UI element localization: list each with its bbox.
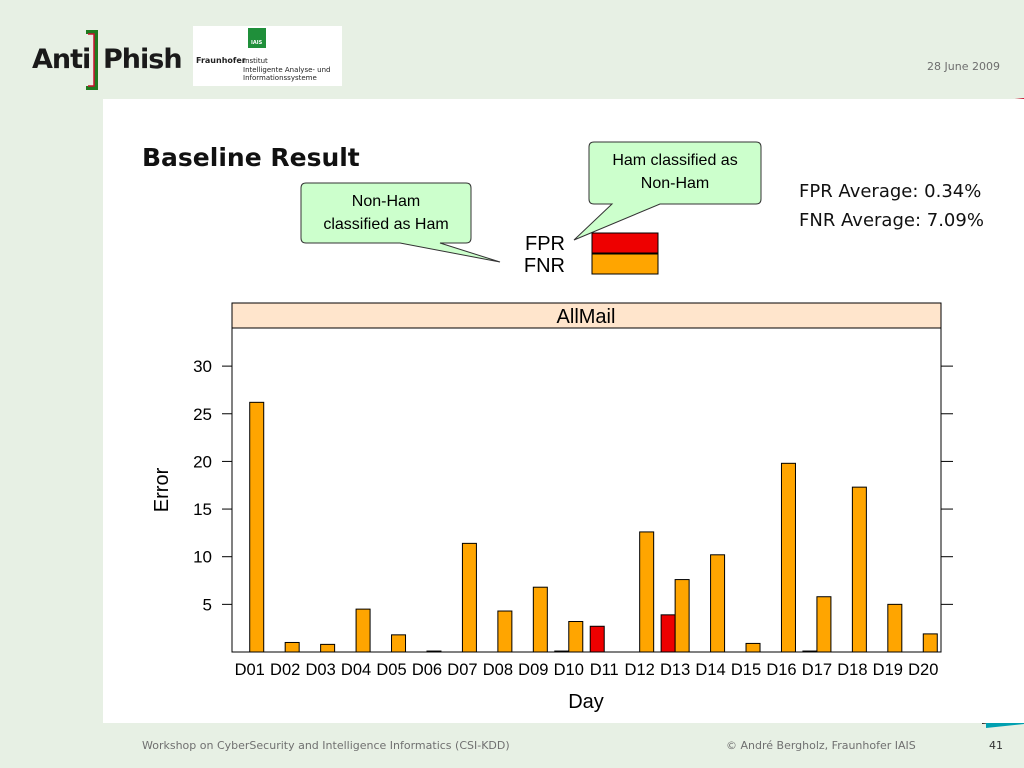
plot-frame bbox=[231, 327, 942, 653]
fraunhofer-mark-label: IAIS bbox=[251, 40, 263, 46]
x-tick-label: D09 bbox=[518, 661, 548, 679]
fraunhofer-logo: IAIS Fraunhofer Institut Intelligente An… bbox=[193, 26, 342, 86]
callouts: Ham classified as Non-Ham Non-Ham classi… bbox=[300, 141, 762, 277]
x-tick-label: D12 bbox=[625, 661, 655, 679]
x-tick-label: D16 bbox=[766, 661, 796, 679]
bar-fnr-d09 bbox=[532, 586, 548, 653]
x-tick-label: D18 bbox=[837, 661, 867, 679]
x-tick-label: D19 bbox=[873, 661, 903, 679]
footer-workshop: Workshop on CyberSecurity and Intelligen… bbox=[142, 739, 510, 752]
bar-fnr-d04 bbox=[355, 608, 371, 653]
fraunhofer-institute: Institut Intelligente Analyse- und Infor… bbox=[243, 57, 331, 82]
fpr-average: FPR Average: 0.34% bbox=[799, 181, 982, 202]
logo-anti-text: Anti bbox=[32, 44, 91, 75]
bar-fpr-d17 bbox=[802, 650, 818, 653]
bar-fnr-d02 bbox=[284, 641, 300, 653]
bar-fpr-d11 bbox=[589, 625, 605, 653]
callout-ham-line1: Ham classified as bbox=[612, 152, 737, 169]
bar-fnr-d01 bbox=[249, 401, 265, 653]
logo-bracket-icon bbox=[86, 30, 98, 90]
bar-fnr-d17 bbox=[816, 596, 832, 653]
bar-fpr-d13 bbox=[660, 614, 676, 653]
callout-nonham-bubble bbox=[300, 182, 501, 263]
y-tick-label: 10 bbox=[193, 548, 212, 567]
x-tick-label: D07 bbox=[447, 661, 477, 679]
fraunhofer-name: Fraunhofer bbox=[196, 56, 246, 65]
bar-fnr-d12 bbox=[639, 531, 655, 653]
legend-fpr-label: FPR bbox=[525, 233, 565, 255]
callout-nonham-line2: classified as Ham bbox=[323, 216, 448, 233]
bar-fnr-d13 bbox=[674, 579, 690, 653]
callout-ham-bubble bbox=[573, 141, 762, 241]
bar-fnr-d20 bbox=[922, 633, 938, 653]
chart-title: AllMail bbox=[557, 306, 616, 328]
y-tick-label: 25 bbox=[193, 405, 212, 424]
slide-date: 28 June 2009 bbox=[927, 60, 1000, 73]
bar-fnr-d07 bbox=[461, 542, 477, 653]
y-tick-label: 30 bbox=[193, 357, 212, 376]
bar-fnr-d03 bbox=[320, 643, 336, 653]
callout-ham-line2: Non-Ham bbox=[641, 175, 709, 192]
legend-fnr-swatch bbox=[591, 253, 659, 275]
logo-phish-text: Phish bbox=[103, 44, 183, 75]
bar-fnr-d14 bbox=[710, 554, 726, 653]
x-axis-label: Day bbox=[568, 691, 604, 713]
chart-strip bbox=[231, 302, 942, 329]
callout-nonham-line1: Non-Ham bbox=[352, 193, 420, 210]
y-axis-label: Error bbox=[151, 467, 173, 512]
bar-fpr-d10 bbox=[554, 650, 570, 653]
footer-copyright: © André Bergholz, Fraunhofer IAIS bbox=[726, 739, 916, 752]
legend-fnr-label: FNR bbox=[524, 255, 565, 277]
bar-fnr-d16 bbox=[780, 462, 796, 653]
page-number: 41 bbox=[989, 739, 1003, 752]
x-tick-label: D17 bbox=[802, 661, 832, 679]
x-tick-label: D06 bbox=[412, 661, 442, 679]
bar-fnr-d15 bbox=[745, 642, 761, 653]
x-tick-label: D20 bbox=[908, 661, 938, 679]
x-tick-label: D08 bbox=[483, 661, 513, 679]
fnr-average: FNR Average: 7.09% bbox=[799, 210, 984, 231]
legend-fpr-swatch bbox=[591, 232, 659, 254]
bar-fnr-d05 bbox=[391, 634, 407, 653]
slide-title: Baseline Result bbox=[142, 143, 360, 172]
x-tick-label: D05 bbox=[376, 661, 406, 679]
bar-fnr-d08 bbox=[497, 610, 513, 653]
bar-fnr-d10 bbox=[568, 621, 584, 653]
x-tick-label: D01 bbox=[235, 661, 265, 679]
x-tick-label: D02 bbox=[270, 661, 300, 679]
x-tick-label: D15 bbox=[731, 661, 761, 679]
x-tick-label: D03 bbox=[305, 661, 335, 679]
fraunhofer-mark-icon bbox=[248, 28, 266, 48]
bar-fnr-d18 bbox=[851, 486, 867, 653]
bar-fnr-d06 bbox=[426, 650, 442, 653]
bar-fnr-d19 bbox=[887, 603, 903, 653]
x-tick-label: D13 bbox=[660, 661, 690, 679]
x-tick-label: D04 bbox=[341, 661, 371, 679]
y-tick-label: 5 bbox=[203, 595, 212, 614]
x-tick-label: D10 bbox=[554, 661, 584, 679]
x-tick-label: D11 bbox=[590, 661, 619, 679]
error-bar-chart: AllMail 5 10 15 20 25 30 D01 D02 D03 D04 D05 D06 D0… bbox=[151, 302, 953, 713]
x-tick-label: D14 bbox=[695, 661, 725, 679]
y-tick-label: 15 bbox=[193, 500, 212, 519]
y-tick-label: 20 bbox=[193, 452, 212, 471]
